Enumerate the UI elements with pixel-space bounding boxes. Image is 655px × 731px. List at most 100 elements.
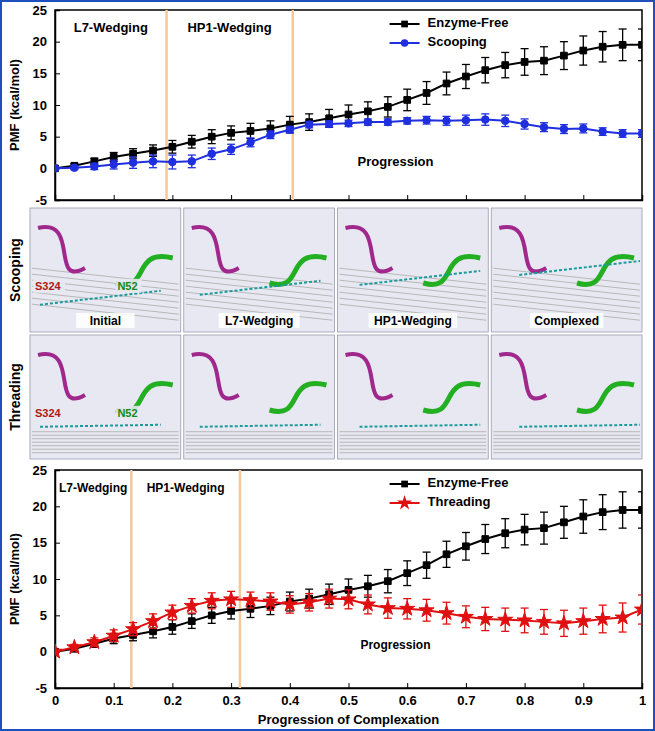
snapshot [184,335,335,459]
series-line [55,120,642,169]
label-patch [115,406,141,420]
x-tick-mark [231,683,232,688]
error-bar [129,157,137,168]
snapshot-caption: L7-Wedging [225,314,293,328]
cellulose-strand [186,445,333,446]
caption-patch [369,313,458,328]
x-tick: 0.3 [223,683,241,708]
y-tick: 20 [33,499,60,514]
legend-label: Enzyme-Free [428,15,509,30]
series-marker [404,97,411,104]
x-tick-label: 0.3 [223,693,241,708]
error-bar [540,512,548,544]
series-marker [561,52,568,59]
error-bar [110,153,118,162]
x-axis-line [56,683,643,689]
error-bar [521,514,529,545]
series-marker [482,536,489,543]
snapshot: Complexed [491,208,642,332]
error-bar [149,145,157,156]
series-marker [55,644,63,658]
y-tick-label: 20 [33,34,47,49]
cellodextrin-chain [519,425,640,427]
error-bar [246,138,254,147]
plot-frame [55,10,642,200]
error-bar [423,552,431,578]
residue-label: N52 [117,280,137,292]
y-tick-label: 25 [33,3,47,18]
figure-border [1,1,654,730]
series-marker [228,608,235,615]
y-tick: -5 [35,681,60,696]
loop-ribbon [423,384,480,412]
error-bar [208,130,216,144]
snapshot-background [491,335,642,459]
series-marker [599,128,607,136]
region-label: L7-Wedging [74,20,148,35]
series-marker [165,605,180,619]
series [55,114,642,172]
error-bar [638,130,642,138]
x-tick-mark [407,195,408,200]
error-bar [560,42,568,70]
snapshot: S324N52Initial [30,208,181,332]
snapshot-caption: HP1-Wedging [374,314,452,328]
cellodextrin-chain [360,271,481,285]
cellulose-strand [186,435,333,436]
series-line [55,45,642,168]
error-bar [579,36,587,65]
x-tick [583,195,584,200]
loop-ribbon [270,384,327,412]
y-tick-label: 0 [40,644,47,659]
cellulose-strand [32,431,179,432]
x-tick: 0.7 [457,683,475,708]
label-patch [33,279,65,293]
series-marker [560,125,568,133]
legend-marker [401,39,409,47]
y-tick: 25 [33,3,60,18]
error-bar [423,116,431,124]
series-marker [517,613,532,627]
series-marker [400,601,415,615]
image-row: ScoopingS324N52InitialL7-WedgingHP1-Wedg… [7,208,642,332]
loop-ribbon [38,354,85,399]
loop-ribbon [577,384,634,412]
error-bar [286,116,294,132]
x-tick-mark [290,195,291,200]
x-axis-title: Progression of Complexation [258,712,439,727]
x-tick: 1 [639,683,646,708]
y-tick: 5 [40,129,60,144]
x-tick [642,195,643,200]
x-tick-mark [114,683,115,688]
cellulose-strand [493,452,640,453]
error-bar [266,131,274,139]
legend-label: Threading [428,494,491,509]
x-tick [525,195,526,200]
series-marker [536,614,551,628]
legend: Enzyme-FreeThreading [390,475,509,509]
y-tick: 25 [33,463,60,478]
error-bar [599,128,607,136]
series-marker [247,128,254,135]
error-bar [521,119,529,129]
region-label: HP1-Wedging [147,481,225,495]
series-marker [286,126,294,134]
error-bar [501,52,509,77]
series-marker [267,131,275,139]
cellulose-strand [340,449,487,450]
series-marker [130,150,137,157]
series-marker [345,120,353,128]
series-marker [110,161,118,169]
cellulose-strand [493,442,640,443]
y-axis: -50510152025 [33,463,60,696]
cellulose-strand [493,445,640,446]
error-bar [579,124,587,133]
y-tick-label: -5 [35,681,47,696]
y-tick-label: 15 [33,535,47,550]
legend-label: Scooping [428,34,487,49]
error-bar [168,140,176,153]
series-marker [599,43,606,50]
error-bar [168,155,176,169]
residue-label: S324 [35,407,62,419]
snapshot-background [338,208,489,332]
